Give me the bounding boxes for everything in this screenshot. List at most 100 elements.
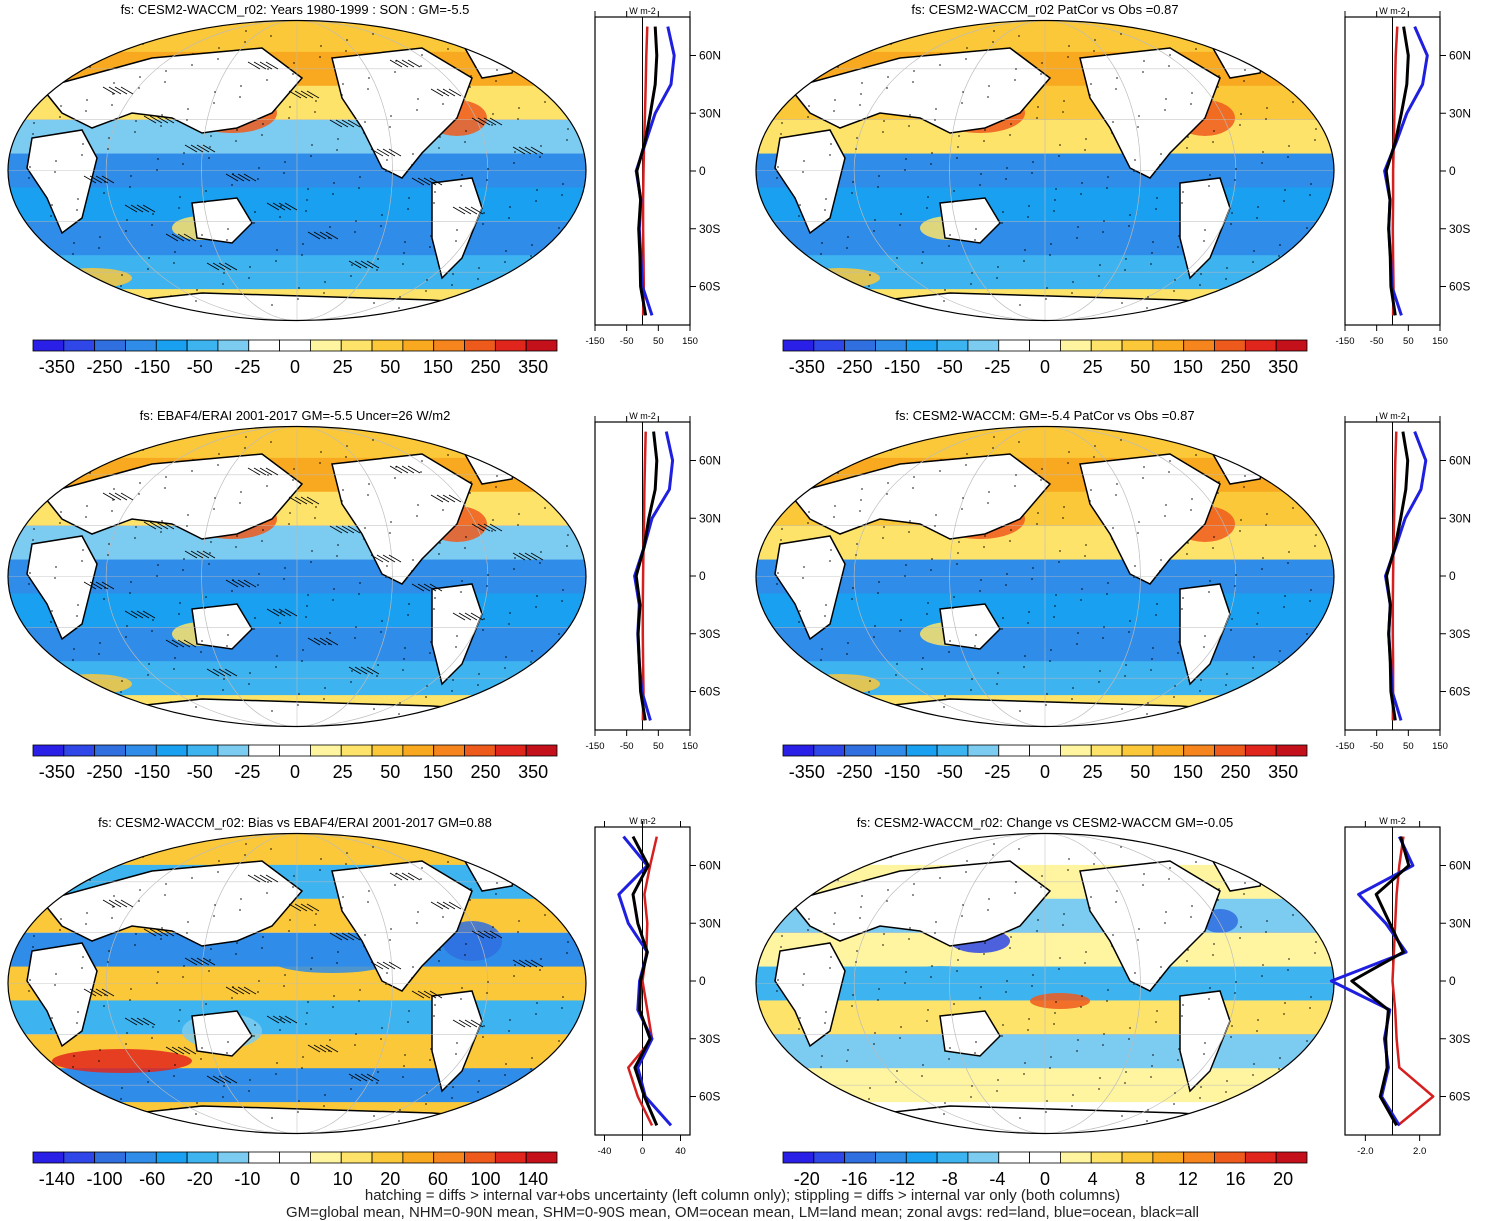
colorbar-swatch [340,1151,373,1164]
zonal-y-tick: 60N [1449,49,1471,63]
colorbar-swatch [844,1151,876,1164]
colorbar-swatch [1275,1151,1308,1164]
colorbar-tick: 150 [423,357,453,377]
colorbar-swatch [248,1151,280,1164]
colorbar-tick: 0 [290,762,300,782]
footer-note-means: GM=global mean, NHM=0-90N mean, SHM=0-90… [285,1204,1199,1221]
zonal-unit-label: W m-2 [1379,411,1406,421]
colorbar-swatch [782,744,815,757]
colorbar-tick: 250 [471,357,501,377]
zonal-x-tick: -40 [598,1146,612,1157]
colorbar-swatch [1029,744,1061,757]
colorbar-swatch [1152,1151,1185,1164]
colorbar-swatch [525,744,558,757]
colorbar-tick: -100 [86,1169,122,1189]
zonal-line-all [1385,431,1410,721]
zonal-y-tick: 60S [1449,1090,1470,1104]
zonal-x-tick: 50 [653,741,664,752]
colorbar-swatch [1275,744,1308,757]
colorbar-swatch [1121,1151,1154,1164]
colorbar-swatch [1183,339,1215,352]
colorbar-swatch [279,744,311,757]
colorbar-tick: -8 [942,1169,958,1189]
colorbar-swatch [402,339,435,352]
colorbar-swatch [464,744,496,757]
colorbar-swatch [875,1151,907,1164]
panel-0-zonal-profile: W m-2 -150 -50 50 150 60N 30N 0 30S 60S [585,6,721,347]
colorbar-tick: -350 [789,357,825,377]
colorbar-swatch [186,1151,219,1164]
colorbar-tick: -250 [836,357,872,377]
panel-5-title: fs: CESM2-WACCM_r02: Change vs CESM2-WAC… [856,815,1234,830]
panel-3-zonal-profile: W m-2 -150 -50 50 150 60N 30N 0 30S 60S [1335,411,1471,752]
panel-1-zonal-profile: W m-2 -150 -50 50 150 60N 30N 0 30S 60S [1335,6,1471,347]
zonal-line-all [631,835,659,1126]
zonal-y-tick: 0 [699,974,706,988]
zonal-line-all [634,431,659,721]
colorbar-tick: 150 [1173,762,1203,782]
colorbar-swatch [998,744,1030,757]
colorbar-swatch [905,744,938,757]
panel-0-title: fs: CESM2-WACCM_r02: Years 1980-1999 : S… [120,2,470,17]
colorbar-swatch [1060,339,1092,352]
colorbar-swatch [402,744,435,757]
colorbar-swatch [464,339,496,352]
colorbar-tick: 10 [333,1169,353,1189]
colorbar-swatch [1244,339,1277,352]
panel-3-map [755,425,1335,728]
colorbar-tick: 140 [518,1169,548,1189]
colorbar-swatch [340,744,373,757]
zonal-line-land [641,431,647,721]
colorbar-tick: -150 [134,762,170,782]
colorbar-swatch [1244,744,1277,757]
colorbar-swatch [279,1151,311,1164]
colorbar-tick: 4 [1088,1169,1098,1189]
colorbar-tick: -350 [39,762,75,782]
zonal-x-tick: 150 [1432,336,1448,347]
panel-1-title: fs: CESM2-WACCM_r02 PatCor vs Obs =0.87 [911,2,1179,17]
colorbar-swatch [310,744,342,757]
panel-5-colorbar: -20 -16 -12 -8 -4 0 4 8 12 16 20 [782,1151,1308,1189]
colorbar-swatch [310,339,342,352]
colorbar-swatch [217,744,250,757]
colorbar-swatch [936,744,969,757]
colorbar-tick: 60 [428,1169,448,1189]
colorbar-swatch [1029,339,1061,352]
colorbar-swatch [1121,339,1154,352]
zonal-x-tick: 150 [682,741,698,752]
zonal-y-tick: 60S [699,1090,720,1104]
colorbar-swatch [1183,744,1215,757]
colorbar-tick: 350 [1268,357,1298,377]
zonal-y-tick: 60N [699,859,721,873]
colorbar-swatch [155,744,188,757]
zonal-x-tick: -150 [585,741,604,752]
colorbar-tick: 0 [290,1169,300,1189]
panel-3-title: fs: CESM2-WACCM: GM=-5.4 PatCor vs Obs =… [895,408,1195,423]
colorbar-swatch [844,744,876,757]
colorbar-tick: 50 [380,357,400,377]
colorbar-tick: -50 [187,762,213,782]
colorbar-swatch [494,339,527,352]
zonal-y-tick: 30S [699,627,720,641]
colorbar-tick: -50 [187,357,213,377]
colorbar-swatch [310,1151,342,1164]
zonal-y-tick: 30S [699,1032,720,1046]
zonal-x-tick: 150 [682,336,698,347]
colorbar-tick: -350 [39,357,75,377]
zonal-x-tick: -150 [585,336,604,347]
colorbar-tick: 8 [1135,1169,1145,1189]
colorbar-tick: -12 [889,1169,915,1189]
colorbar-tick: -250 [86,762,122,782]
colorbar-tick: -25 [984,762,1010,782]
zonal-x-tick: -50 [1370,741,1384,752]
colorbar-swatch [433,1151,465,1164]
colorbar-swatch [155,1151,188,1164]
colorbar-tick: 50 [1130,357,1150,377]
colorbar-swatch [1060,744,1092,757]
panel-3-colorbar: -350 -250 -150 -50 -25 0 25 50 150 250 350 [782,744,1308,782]
colorbar-tick: 25 [333,762,353,782]
zonal-y-tick: 30N [1449,916,1471,930]
colorbar-swatch [525,339,558,352]
colorbar-tick: -25 [234,357,260,377]
